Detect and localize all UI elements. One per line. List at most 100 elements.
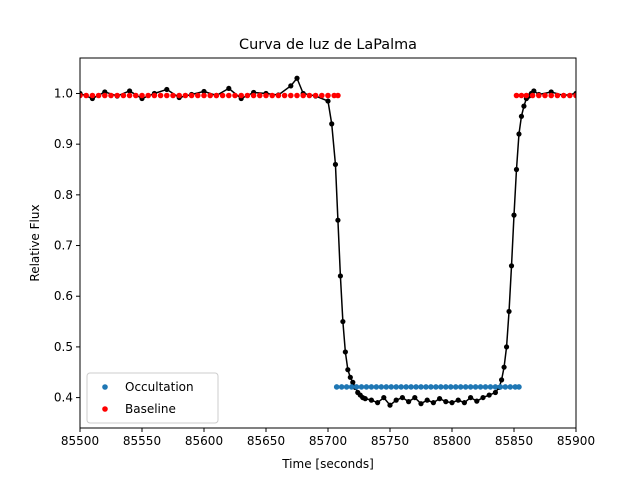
baseline-point (182, 92, 189, 99)
baseline-point (226, 92, 232, 99)
flux-point (443, 399, 449, 405)
baseline-point (281, 92, 288, 99)
legend-marker-baseline (102, 406, 108, 412)
occultation-point (373, 384, 380, 390)
occultation-point (363, 384, 370, 390)
flux-point (418, 401, 424, 407)
occultation-point (502, 384, 509, 390)
baseline-point (325, 92, 331, 99)
baseline-point (151, 92, 158, 99)
baseline-point (567, 92, 573, 99)
baseline-point (306, 92, 313, 99)
legend-box (86, 372, 219, 424)
baseline-point (288, 92, 294, 99)
occultation-point (516, 384, 522, 390)
baseline-point (219, 92, 226, 99)
occultation-point (497, 384, 504, 390)
baseline-point (89, 92, 96, 99)
baseline-point (554, 92, 561, 99)
occultation-point (482, 384, 489, 390)
occultation-point (393, 384, 400, 390)
baseline-point (164, 92, 170, 99)
baseline-point (170, 92, 176, 99)
baseline-point (523, 92, 530, 99)
flux-point (340, 318, 346, 325)
baseline-point (238, 92, 244, 99)
occultation-point (343, 384, 350, 390)
occultation-point (438, 384, 444, 390)
legend-label-baseline: Baseline (125, 402, 176, 416)
baseline-point (560, 92, 567, 99)
flux-point (518, 113, 525, 119)
flux-point (461, 400, 467, 406)
x-tick-label: 85500 (61, 434, 99, 448)
baseline-point (257, 92, 263, 99)
baseline-point (213, 92, 220, 99)
flux-point (362, 396, 368, 402)
baseline-point (114, 92, 120, 99)
baseline-point (232, 92, 238, 99)
flux-point (455, 397, 461, 403)
y-tick-label: 0.6 (54, 289, 73, 303)
flux-point (521, 103, 527, 109)
flux-point (506, 308, 512, 315)
x-tick-label: 85550 (123, 434, 161, 448)
flux-point (406, 399, 412, 405)
occultation-point (472, 384, 479, 390)
occultation-point (348, 384, 355, 390)
baseline-point (518, 92, 525, 99)
baseline-point (133, 92, 139, 99)
flux-point (424, 397, 430, 403)
flux-point (430, 400, 436, 406)
flux-point (381, 394, 387, 401)
baseline-point (126, 92, 133, 99)
x-tick-label: 85600 (185, 434, 223, 448)
y-tick-label: 1.0 (54, 86, 73, 100)
occultation-point (368, 384, 375, 390)
occultation-point (433, 384, 439, 390)
occultation-point (428, 384, 434, 390)
occultation-point (378, 384, 385, 390)
occultation-point (423, 384, 429, 390)
baseline-point (269, 92, 276, 99)
occultation-point (447, 384, 454, 390)
baseline-point (188, 92, 195, 99)
flux-point (350, 379, 356, 385)
flux-point (345, 367, 351, 373)
flux-point (474, 398, 480, 404)
baseline-point (244, 92, 251, 99)
baseline-point (335, 92, 341, 99)
flux-point (437, 396, 443, 402)
flux-point (375, 400, 381, 406)
flux-point (325, 98, 331, 104)
baseline-point (95, 92, 102, 99)
flux-point (508, 263, 515, 269)
x-tick-label: 85800 (433, 434, 471, 448)
occultation-point (398, 384, 404, 390)
flux-point (368, 397, 374, 403)
baseline-point (573, 92, 576, 99)
occultation-point (413, 384, 419, 390)
y-tick-label: 0.9 (54, 137, 73, 151)
y-axis-title: Relative Flux (28, 204, 42, 281)
occultation-point (507, 384, 514, 390)
baseline-point (513, 92, 520, 99)
flux-point (332, 161, 339, 168)
flux-point (468, 394, 474, 401)
flux-point (531, 88, 537, 94)
baseline-point (108, 92, 114, 99)
occultation-point (358, 384, 365, 390)
flux-point (387, 402, 393, 408)
flux-point (501, 364, 507, 370)
baseline-point (201, 92, 207, 99)
flux-point (347, 374, 353, 380)
occultation-point (408, 384, 414, 390)
occultation-point (452, 384, 459, 390)
occultation-point (333, 384, 340, 390)
occultation-point (492, 384, 499, 390)
x-axis-title: Time [seconds] (281, 457, 374, 471)
occultation-point (353, 384, 360, 390)
occultation-point (457, 384, 464, 390)
series-2-baseline (80, 92, 576, 99)
legend-label-occultation: Occultation (125, 380, 194, 394)
